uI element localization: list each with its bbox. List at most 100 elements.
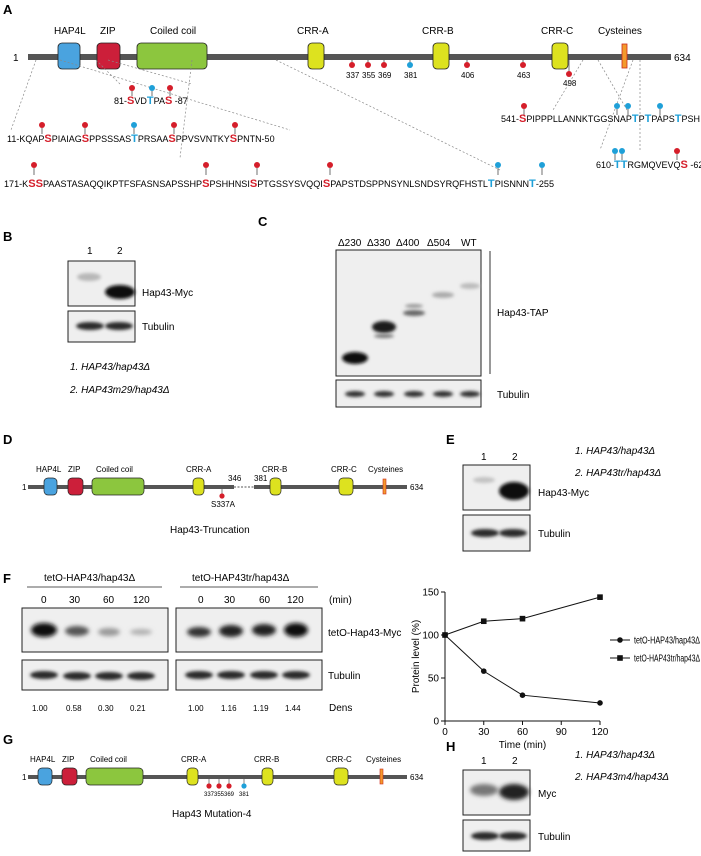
- crr-c-domain-a: [551, 42, 569, 70]
- dens-2: 1.16: [221, 704, 237, 713]
- series-point-2: [597, 594, 603, 600]
- series-line-1: [444, 634, 601, 704]
- coiled-coil-label-g: Coiled coil: [90, 755, 127, 764]
- band: [30, 671, 58, 679]
- band: [372, 321, 396, 333]
- gap-d: [210, 484, 264, 490]
- cysteines-label-d: Cysteines: [368, 465, 403, 474]
- series-point-2: [519, 615, 526, 622]
- zip-domain-d: [67, 477, 84, 496]
- chart-x-label: Time (min): [499, 740, 546, 751]
- label-hap43-myc-e: Hap43-Myc: [538, 488, 589, 499]
- phospho-site-369: 369: [378, 60, 392, 80]
- band: [499, 784, 529, 800]
- band: [65, 626, 89, 636]
- protein-start-g: 1: [22, 773, 27, 782]
- band: [404, 391, 424, 397]
- time-unit-f: (min): [329, 595, 352, 606]
- legend-marker-1: [617, 637, 623, 643]
- cysteines-domain-a: [621, 43, 628, 69]
- legend-label-1: tetO-HAP43/hap43Δ: [634, 636, 700, 647]
- crr-a-domain-a: [307, 42, 325, 70]
- site-label: 406: [461, 71, 475, 80]
- zip-label-g: ZIP: [62, 755, 74, 764]
- hap4l-domain-d: [43, 477, 58, 496]
- time-f: 120: [287, 595, 304, 606]
- band: [499, 529, 527, 537]
- crr-b-domain-g: [261, 767, 274, 786]
- zip-domain-a: [96, 42, 121, 70]
- x-tick-label: 90: [556, 727, 568, 738]
- band: [252, 624, 276, 636]
- x-tick-label: 60: [517, 727, 529, 738]
- y-tick-label: 150: [422, 588, 439, 599]
- coiled-coil-label-d: Coiled coil: [96, 465, 133, 474]
- dens-1: 0.58: [66, 704, 82, 713]
- crr-b-label-g: CRR-B: [254, 755, 279, 764]
- svg-text:541-SPIPPPLLANNKTGGSNAPTPTPAPS: 541-SPIPPPLLANNKTGGSNAPTPTPAPSTPSH -570: [501, 113, 701, 125]
- sequence-11-50: 11-KQAPSPIAIAGSPPSSSASTPRSAASPPVSVNTKYSP…: [7, 122, 275, 145]
- zip-label-d: ZIP: [68, 465, 80, 474]
- crr-a-domain-g: [186, 767, 199, 786]
- group-2-f: tetO-HAP43tr/hap43Δ: [192, 573, 290, 584]
- legend-1-e: 1. HAP43/hap43Δ: [575, 446, 655, 457]
- mut-site-369: 369: [224, 779, 235, 798]
- legend-2-e: 2. HAP43tr/hap43Δ: [574, 468, 661, 479]
- series-point-1: [597, 700, 603, 706]
- y-tick-label: 50: [428, 674, 440, 685]
- protein-bar-a: [28, 54, 671, 60]
- phospho-site-406: 406: [461, 60, 475, 80]
- band: [342, 352, 368, 364]
- label-tubulin-f: Tubulin: [328, 671, 360, 682]
- band: [499, 832, 527, 840]
- hap4l-label-d: HAP4L: [36, 465, 62, 474]
- site-label: 369: [378, 71, 392, 80]
- band: [95, 672, 123, 680]
- lane-1-b: 1: [87, 246, 93, 257]
- panel-c-letter: C: [258, 214, 268, 229]
- legend-marker-2: [617, 655, 623, 661]
- crr-c-domain-d: [338, 477, 354, 496]
- band: [471, 832, 499, 840]
- cysteines-domain-g: [379, 768, 384, 785]
- bar-d-mid: [210, 485, 234, 489]
- time-f: 120: [133, 595, 150, 606]
- series-line-2: [444, 596, 601, 636]
- sequence-610-620: 610-TTRGMQVEVQS -620: [596, 148, 701, 171]
- lane-d330-c: Δ330: [367, 238, 391, 249]
- crr-b-domain-a: [432, 42, 450, 70]
- chart-y-label: Protein level (%): [411, 620, 422, 693]
- svg-text:171-KSSPAASTASAQQIKPTFSFASNSAP: 171-KSSPAASTASAQQIKPTFSFASNSAPSSHPSPSHHN…: [4, 178, 554, 190]
- band: [282, 671, 310, 679]
- band: [432, 292, 454, 298]
- series-point-2: [442, 632, 448, 638]
- label-tubulin-c: Tubulin: [497, 390, 529, 401]
- time-f: 60: [259, 595, 271, 606]
- s337a-site-d: [219, 493, 225, 499]
- hap4l-label-g: HAP4L: [30, 755, 56, 764]
- hap4l-label-a: HAP4L: [54, 26, 86, 37]
- lane-2-e: 2: [512, 452, 518, 463]
- connector-lines-a: [10, 59, 641, 171]
- site-label: 355: [214, 792, 225, 798]
- legend-2-b: 2. HAP43m29/hap43Δ: [69, 385, 170, 396]
- lane-d230-c: Δ230: [338, 238, 362, 249]
- legend-1-b: 1. HAP43/hap43Δ: [70, 362, 150, 373]
- band: [130, 629, 152, 635]
- crr-c-label-g: CRR-C: [326, 755, 352, 764]
- dens-1: 1.00: [32, 704, 48, 713]
- crr-b-label-d: CRR-B: [262, 465, 287, 474]
- protein-bar-g: [28, 775, 407, 779]
- series-point-1: [480, 668, 487, 674]
- blot-myc-b: [67, 260, 136, 307]
- cysteines-label-a: Cysteines: [598, 26, 642, 37]
- band: [105, 322, 133, 330]
- series-point-1: [519, 692, 526, 698]
- protein-start-d: 1: [22, 483, 27, 492]
- sequence-81-87: 81-SVDTPAS -87: [114, 85, 188, 107]
- zip-label-a: ZIP: [100, 26, 116, 37]
- caption-g: Hap43 Mutation-4: [172, 809, 252, 820]
- band: [63, 672, 91, 680]
- chart-legend: tetO-HAP43/hap43Δ tetO-HAP43tr/hap43Δ: [610, 636, 700, 665]
